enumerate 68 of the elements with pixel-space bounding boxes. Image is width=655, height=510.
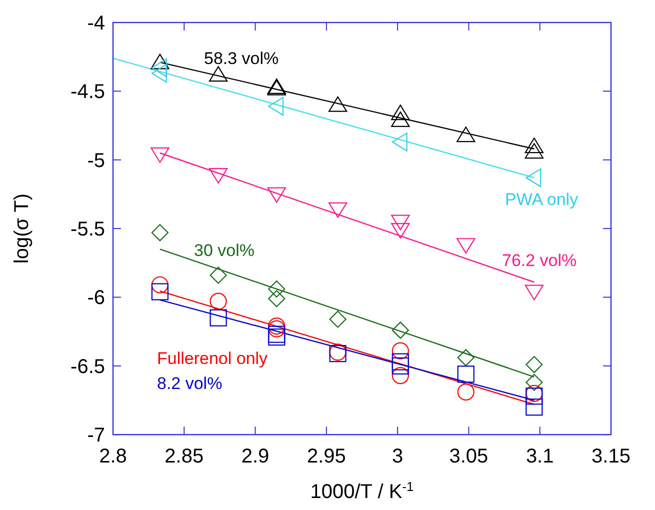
point <box>457 349 474 366</box>
point <box>524 284 544 300</box>
point <box>208 168 228 184</box>
y-tick-label: -6.5 <box>70 356 105 378</box>
point <box>526 374 543 391</box>
point <box>391 222 410 238</box>
y-tick-label: -7 <box>87 424 105 447</box>
point <box>524 138 544 154</box>
x-tick-label: 2.9 <box>241 446 270 468</box>
point <box>391 104 410 120</box>
point <box>392 342 409 360</box>
point <box>268 328 286 346</box>
point <box>150 147 170 163</box>
point <box>391 111 410 127</box>
point <box>210 309 227 326</box>
point <box>456 126 476 142</box>
point <box>392 353 409 370</box>
point <box>392 357 409 374</box>
text: 8.2 vol% <box>157 374 222 393</box>
point <box>151 58 167 78</box>
point <box>456 238 476 254</box>
x-tick-label: 2.85 <box>164 446 204 468</box>
x-axis-title: 1000/T / K$^{-1}$ <box>310 478 414 503</box>
point <box>526 384 543 402</box>
series-label: PWA only <box>505 190 579 209</box>
y-tick-label: -5.5 <box>70 218 105 241</box>
point <box>268 326 286 343</box>
x-tick-label: 2.95 <box>306 446 346 468</box>
x-tick-label: 3.1 <box>526 446 554 468</box>
x-tick-label: 3 <box>392 446 404 468</box>
point <box>268 96 284 116</box>
series-label: 58.3 vol% <box>204 49 279 68</box>
point <box>392 132 408 152</box>
point <box>391 214 410 230</box>
point <box>210 266 227 284</box>
point <box>524 143 544 159</box>
point <box>329 310 346 328</box>
point <box>151 283 169 300</box>
series-label: 76.2 vol% <box>502 251 577 270</box>
point <box>526 356 543 374</box>
point <box>268 290 286 308</box>
y-tick-label: -6 <box>87 287 105 310</box>
point <box>328 202 348 218</box>
point <box>526 398 543 416</box>
point <box>457 383 474 401</box>
x-tick-label: 3.05 <box>449 446 488 468</box>
point <box>392 366 409 384</box>
y-tick-label: -5 <box>87 150 105 172</box>
point <box>151 64 167 83</box>
x-tick-label: 3.15 <box>592 446 630 468</box>
point <box>526 168 542 188</box>
point <box>151 276 169 294</box>
point <box>526 388 543 405</box>
point <box>268 280 286 298</box>
series-label: 30 vol% <box>194 241 254 260</box>
point <box>210 292 227 310</box>
series-label: Fullerenol only <box>157 349 268 368</box>
y-axis-title: log(σ T) <box>11 193 33 264</box>
point <box>151 224 169 242</box>
point <box>208 66 228 82</box>
y-tick-label: -4.5 <box>70 81 105 104</box>
point <box>392 322 409 339</box>
point <box>328 96 348 112</box>
point <box>267 187 286 203</box>
x-tick-label: 2.8 <box>99 446 127 468</box>
point <box>457 366 474 383</box>
point <box>150 54 170 70</box>
y-tick-label: -4 <box>87 12 105 34</box>
